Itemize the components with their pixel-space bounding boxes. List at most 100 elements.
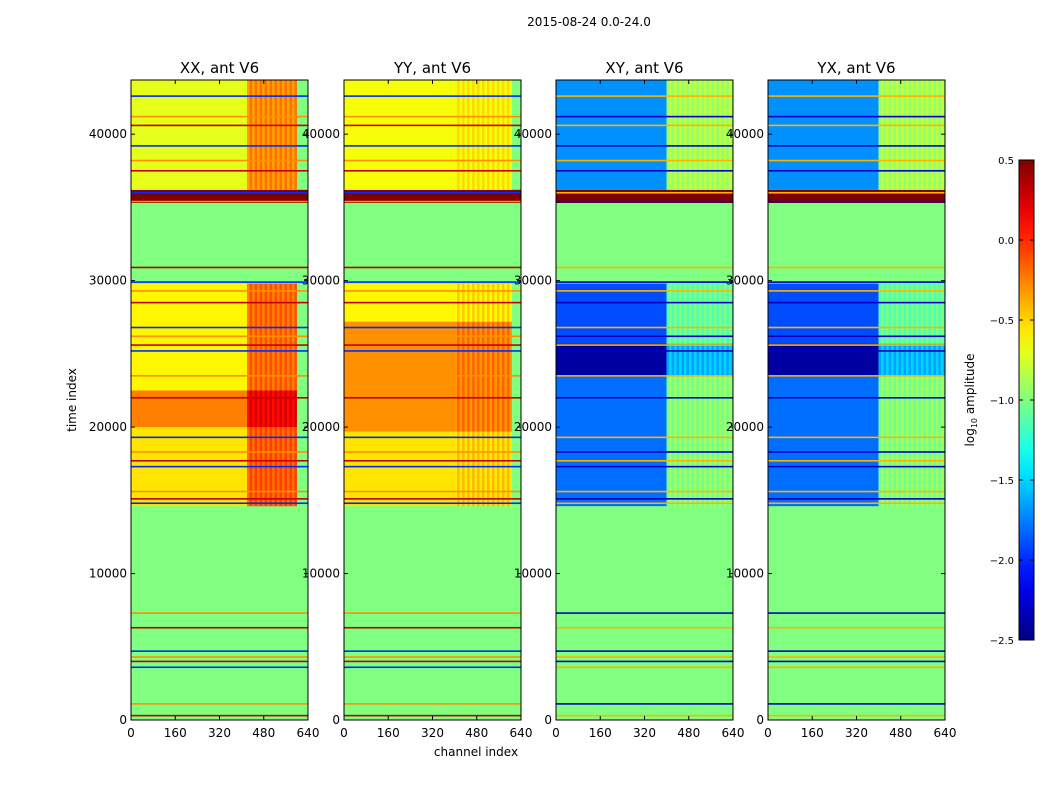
- channel-stripe: [691, 343, 695, 376]
- colorbar-label-suffix: amplitude: [963, 354, 977, 418]
- channel-stripe: [252, 80, 255, 190]
- channel-stripe: [913, 80, 916, 190]
- channel-stripe: [878, 343, 882, 376]
- time-line: [556, 666, 733, 669]
- time-line: [556, 490, 733, 493]
- channel-stripe: [676, 375, 680, 507]
- x-tick-label: 640: [934, 726, 957, 740]
- channel-stripe: [918, 283, 921, 344]
- time-line: [131, 191, 308, 194]
- colorbar-label-prefix: log: [963, 428, 977, 446]
- time-line: [344, 714, 521, 717]
- channel-band-0: [768, 375, 879, 507]
- y-tick-label: 40000: [514, 127, 552, 141]
- time-line: [556, 714, 733, 717]
- channel-stripe: [913, 283, 916, 344]
- channel-stripe: [726, 80, 729, 190]
- channel-stripe: [282, 80, 285, 190]
- channel-stripe: [282, 390, 285, 428]
- time-line: [768, 290, 945, 292]
- x-tick-label: 320: [421, 726, 444, 740]
- channel-stripe: [711, 375, 714, 507]
- channel-stripe: [923, 80, 926, 190]
- channel-stripe: [691, 80, 695, 190]
- channel-stripe: [716, 80, 719, 190]
- channel-stripe: [459, 80, 463, 190]
- segment-4: [768, 203, 945, 284]
- y-tick-label: 20000: [514, 420, 552, 434]
- time-line: [556, 170, 733, 172]
- time-line: [344, 656, 521, 658]
- time-line: [768, 650, 945, 652]
- time-line: [556, 159, 733, 162]
- y-tick-label: 30000: [726, 274, 764, 288]
- channel-stripe: [933, 283, 936, 344]
- time-line: [768, 465, 945, 468]
- time-line: [556, 115, 733, 118]
- channel-stripe: [903, 375, 907, 507]
- time-line: [131, 115, 308, 118]
- time-line: [556, 191, 733, 194]
- channel-stripe: [888, 80, 892, 190]
- x-tick-label: 0: [340, 726, 348, 740]
- time-line: [131, 666, 308, 669]
- channel-stripe: [933, 80, 936, 190]
- channel-stripe: [489, 431, 492, 507]
- time-line: [344, 451, 521, 453]
- panel-title: XX, ant V6: [180, 59, 259, 77]
- colorbar-label-sub: 10: [970, 418, 979, 428]
- heatmap-image: [344, 80, 521, 720]
- channel-stripe: [504, 431, 507, 507]
- channel-stripe: [883, 80, 887, 190]
- time-line: [768, 344, 945, 346]
- channel-stripe: [898, 343, 902, 376]
- channel-band-0: [131, 390, 248, 428]
- channel-stripe: [262, 390, 265, 428]
- time-line: [556, 436, 733, 439]
- panel-yy: YY, ant V6 0 160 320 480 640 0 10000 20000 30000 4…: [302, 59, 533, 740]
- time-line: [131, 490, 308, 493]
- time-line: [768, 436, 945, 439]
- time-line: [556, 703, 733, 705]
- time-line: [768, 666, 945, 669]
- channel-stripe: [666, 343, 670, 376]
- segment-4: [344, 203, 521, 284]
- channel-stripe: [928, 283, 931, 344]
- time-line: [768, 451, 945, 453]
- y-axis-label: time index: [65, 368, 79, 432]
- channel-stripe: [464, 80, 468, 190]
- time-line: [344, 170, 521, 172]
- time-line: [556, 375, 733, 377]
- channel-stripe: [277, 80, 280, 190]
- time-line: [768, 626, 945, 629]
- time-line: [556, 498, 733, 500]
- channel-stripe: [923, 375, 926, 507]
- y-tick-label: 0: [119, 713, 127, 727]
- channel-stripe: [883, 283, 887, 344]
- channel-stripe: [701, 343, 704, 376]
- channel-stripe: [918, 80, 921, 190]
- channel-stripe: [928, 375, 931, 507]
- time-line: [768, 397, 945, 399]
- time-line: [768, 459, 945, 462]
- time-line: [131, 145, 308, 147]
- channel-stripe: [943, 283, 945, 344]
- channel-stripe: [893, 375, 897, 507]
- time-line: [768, 498, 945, 500]
- y-tick-label: 20000: [89, 420, 127, 434]
- segment-1: [344, 431, 512, 507]
- channel-stripe: [938, 283, 941, 344]
- time-line: [768, 335, 945, 338]
- time-line: [768, 502, 945, 505]
- time-line: [768, 656, 945, 658]
- y-tick-label: 0: [544, 713, 552, 727]
- channel-stripe: [681, 343, 685, 376]
- channel-stripe: [913, 343, 916, 376]
- time-line: [556, 290, 733, 292]
- channel-stripe: [499, 80, 502, 190]
- time-line: [131, 436, 308, 439]
- time-line: [131, 465, 308, 468]
- channel-stripe: [721, 283, 724, 344]
- channel-stripe: [918, 375, 921, 507]
